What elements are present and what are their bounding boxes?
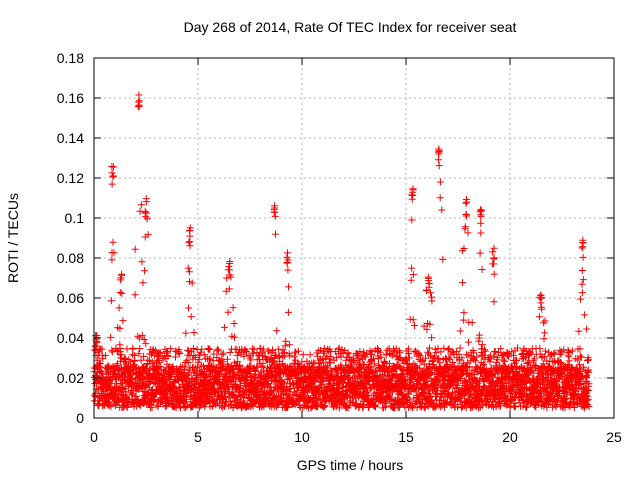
y-tick-label: 0.1 xyxy=(65,210,85,226)
chart-title: Day 268 of 2014, Rate Of TEC Index for r… xyxy=(184,19,517,35)
x-tick-label: 10 xyxy=(294,429,310,445)
y-tick-label: 0.04 xyxy=(57,330,84,346)
plot-frame xyxy=(93,57,615,419)
x-axis-label: GPS time / hours xyxy=(297,457,404,473)
y-tick-label: 0 xyxy=(76,410,84,426)
x-tick-label: 25 xyxy=(606,429,622,445)
x-tick-label: 20 xyxy=(502,429,518,445)
x-tick-label: 5 xyxy=(194,429,202,445)
y-axis-label: ROTI / TECUs xyxy=(5,193,21,283)
axis-ticks: 0 0.02 0.04 0.06 0.08 0.1 0.12 0.14 0.16 0.18 0 5 10… xyxy=(57,50,622,445)
y-tick-label: 0.06 xyxy=(57,290,84,306)
y-tick-label: 0.08 xyxy=(57,250,84,266)
data-points xyxy=(90,91,593,412)
roti-point-markers xyxy=(90,91,593,412)
y-tick-label: 0.18 xyxy=(57,50,84,66)
y-tick-label: 0.14 xyxy=(57,130,84,146)
x-tick-label: 15 xyxy=(398,429,414,445)
x-tick-label: 0 xyxy=(90,429,98,445)
y-tick-label: 0.16 xyxy=(57,90,84,106)
grid xyxy=(94,58,614,418)
y-tick-label: 0.12 xyxy=(57,170,84,186)
y-tick-label: 0.02 xyxy=(57,370,84,386)
